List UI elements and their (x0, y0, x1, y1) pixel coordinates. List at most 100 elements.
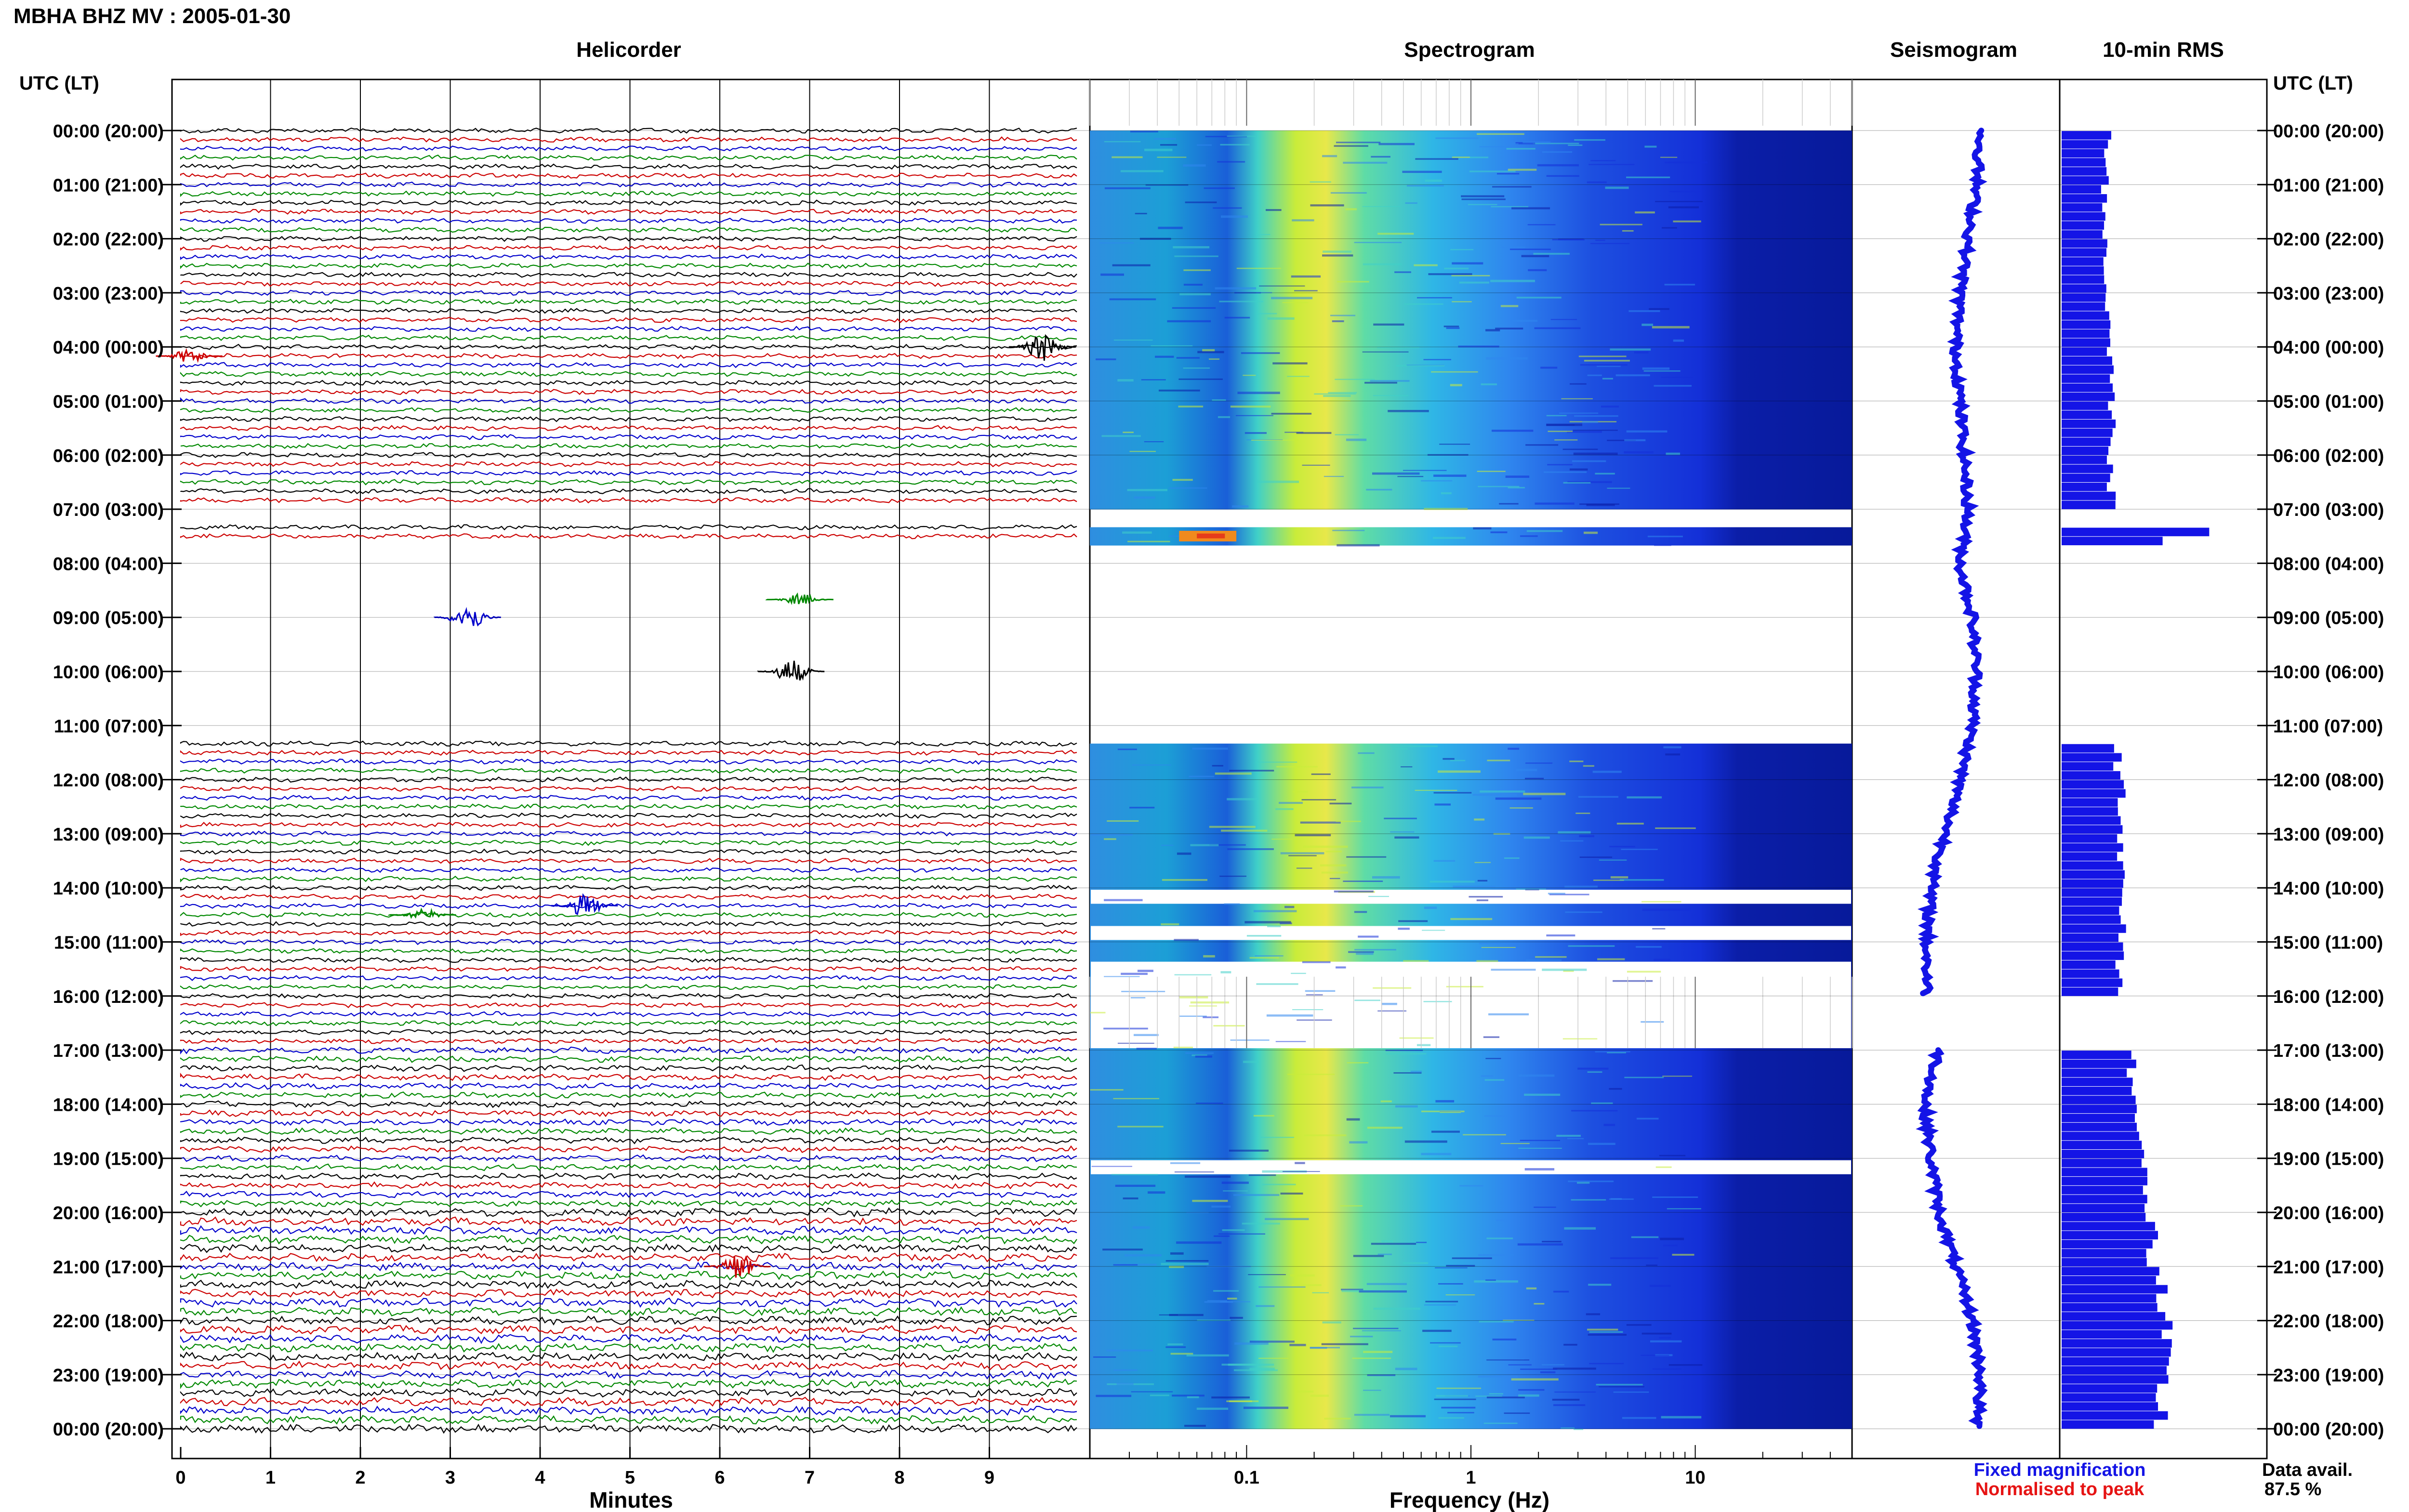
spectrogram-row-38 (1090, 473, 1852, 483)
spectrogram-noise (1113, 1264, 1138, 1266)
time-label-left-16: 16:00 (12:00) (53, 987, 164, 1007)
time-label-right-7: 07:00 (03:00) (2273, 500, 2384, 520)
spectrogram-noise (1102, 1249, 1143, 1251)
spectrogram-row-86 (1090, 906, 1852, 915)
helicorder-trace-row-138 (180, 1369, 1077, 1380)
helicorder-trace-row-98 (180, 1011, 1077, 1017)
spectrogram-noise (1446, 327, 1460, 329)
spectrogram-noise (1627, 796, 1662, 799)
spectrogram-noise (1478, 1375, 1518, 1378)
spectrogram-noise (1521, 255, 1549, 257)
spectrogram-noise (1563, 482, 1591, 484)
helicorder-event-1 (156, 348, 223, 363)
spectrogram-noise (1610, 348, 1651, 351)
spectrogram-title: Spectrogram (1404, 38, 1535, 62)
spectrogram-noise (1436, 1395, 1469, 1397)
rms-bar-2 (2062, 149, 2105, 158)
rms-bar-14 (2062, 257, 2104, 266)
spectrogram-noise (1322, 1321, 1341, 1324)
spectrogram-noise (1548, 893, 1565, 894)
spectrogram-noise (1280, 922, 1292, 924)
spectrogram-noise (1212, 399, 1226, 401)
spectrogram-noise (1255, 955, 1284, 957)
spectrogram-row-79 (1090, 842, 1852, 852)
spectrogram-noise (1571, 1110, 1618, 1112)
spectrogram-noise (1542, 968, 1587, 971)
helicorder-trace-row-87 (180, 911, 1077, 918)
spectrogram-noise (1503, 1319, 1535, 1321)
seismogram-trace (1916, 128, 1988, 1429)
spectrogram-noise (1430, 1342, 1461, 1344)
rms-bar-12 (2062, 239, 2107, 248)
spectrogram-row-123 (1090, 1239, 1852, 1249)
rms-bar-143 (2062, 1420, 2154, 1429)
spectrogram-noise (1320, 864, 1347, 867)
spectrogram-noise (1266, 1014, 1313, 1017)
spectrogram-noise (1197, 351, 1224, 354)
rms-bar-36 (2062, 455, 2107, 464)
spectrogram-noise (1546, 175, 1579, 177)
time-label-left-18: 18:00 (14:00) (53, 1095, 164, 1115)
time-label-right-6: 06:00 (02:00) (2273, 446, 2384, 466)
spectrogram-noise (1377, 1253, 1392, 1255)
spectrogram-noise (1363, 263, 1402, 265)
spectrogram-noise (1346, 856, 1387, 858)
rms-bar-69 (2062, 753, 2122, 762)
helicorder-event-5 (551, 893, 618, 915)
spectrogram-noise (1096, 1394, 1132, 1397)
spectrogram-noise (1107, 820, 1139, 822)
helicorder-trace-row-103 (180, 1055, 1077, 1063)
spectrogram-noise (1371, 1243, 1416, 1245)
rms-bar-3 (2062, 158, 2106, 167)
spectrogram-noise (1489, 1393, 1503, 1395)
spectrogram-noise (1322, 254, 1353, 257)
spectrogram-noise (1346, 1118, 1360, 1121)
spectrogram-noise (1229, 1149, 1269, 1152)
spectrogram-noise (1561, 398, 1593, 399)
spectrogram-row-129 (1090, 1293, 1852, 1303)
spectrogram-noise (1431, 1131, 1460, 1133)
spectrogram-noise (1364, 381, 1397, 384)
spectrogram-row-137 (1090, 1366, 1852, 1375)
time-label-right-21: 21:00 (17:00) (2273, 1257, 2384, 1277)
spectrogram-noise (1280, 852, 1324, 855)
spectrogram-noise (1174, 974, 1212, 975)
rms-bar-30 (2062, 401, 2108, 410)
spectrogram-noise (1162, 879, 1208, 881)
spectrogram-noise (1208, 358, 1220, 360)
rms-bar-121 (2062, 1222, 2155, 1231)
spectrogram-noise (1291, 275, 1321, 278)
data-availability-value: 87.5 % (2264, 1479, 2321, 1499)
spectrogram-noise (1104, 899, 1143, 901)
spectrogram-row-140 (1090, 1393, 1852, 1402)
time-label-left-5: 05:00 (01:00) (53, 392, 164, 412)
rms-bar-119 (2062, 1204, 2145, 1212)
spectrogram-noise (1641, 323, 1654, 326)
spectrogram-row-35 (1090, 446, 1852, 456)
spectrogram-noise (1321, 871, 1348, 874)
spectrogram-noise (1230, 1039, 1270, 1041)
minute-tick-label-2: 2 (355, 1468, 365, 1488)
spectrogram-noise (1644, 145, 1657, 148)
spectrogram-noise (1168, 487, 1207, 489)
spectrogram-noise (1463, 1134, 1506, 1136)
spectrogram-noise (1544, 471, 1587, 473)
helicorder-event-2 (765, 592, 834, 605)
time-label-left-7: 07:00 (03:00) (53, 500, 164, 520)
spectrogram-noise (1219, 301, 1264, 302)
spectrogram-row-41 (1090, 500, 1852, 510)
spectrogram-noise (1362, 206, 1401, 207)
spectrogram-noise (1414, 264, 1438, 266)
spectrogram-noise (1631, 1236, 1659, 1238)
spectrogram-noise (1484, 1115, 1512, 1117)
spectrogram-noise (1253, 1115, 1274, 1117)
rms-bar-92 (2062, 960, 2116, 969)
spectrogram-noise (1161, 1262, 1209, 1265)
rms-bar-90 (2062, 942, 2123, 951)
spectrogram-noise (1452, 1257, 1492, 1259)
spectrogram-noise (1272, 362, 1308, 365)
spectrogram-noise (1384, 817, 1417, 819)
spectrogram-noise (1562, 448, 1598, 450)
spectrogram-noise (1226, 1400, 1259, 1402)
spectrogram-noise (1458, 345, 1499, 348)
